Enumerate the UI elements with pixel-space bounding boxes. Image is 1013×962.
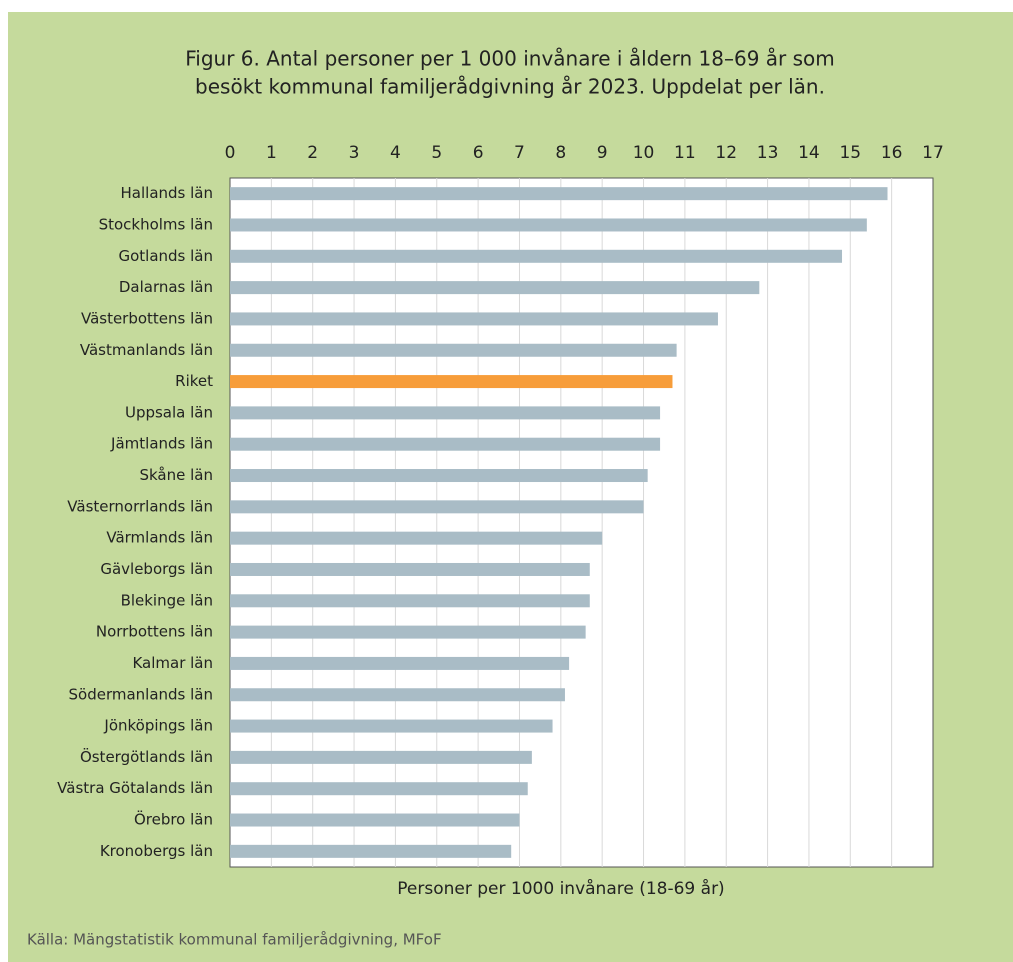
y-tick-label: Norrbottens län [96, 623, 213, 641]
bar [230, 594, 590, 608]
x-tick-label: 15 [839, 143, 861, 163]
bar [230, 469, 648, 483]
bar [230, 844, 512, 858]
x-tick-label: 8 [555, 143, 566, 163]
y-tick-label: Jönköpings län [103, 717, 213, 735]
y-tick-label: Västerbottens län [81, 309, 213, 327]
x-tick-label: 6 [473, 143, 484, 163]
y-tick-label: Stockholms län [99, 215, 213, 233]
chart-title: Figur 6. Antal personer per 1 000 invåna… [185, 47, 835, 71]
x-tick-label: 16 [881, 143, 903, 163]
y-tick-label: Värmlands län [106, 529, 213, 547]
bar [230, 437, 661, 451]
y-tick-label: Södermanlands län [69, 685, 214, 703]
bar [230, 562, 590, 576]
bar [230, 281, 760, 295]
x-tick-label: 10 [633, 143, 655, 163]
bar [230, 656, 570, 670]
y-tick-label: Gotlands län [118, 247, 213, 265]
x-tick-label: 4 [390, 143, 401, 163]
x-tick-label: 14 [798, 143, 820, 163]
y-tick-label: Kalmar län [132, 654, 213, 672]
y-tick-label: Västra Götalands län [57, 779, 213, 797]
x-tick-label: 2 [307, 143, 318, 163]
bar [230, 531, 603, 545]
y-tick-label: Kronobergs län [100, 842, 213, 860]
bar [230, 625, 586, 639]
x-tick-label: 1 [266, 143, 277, 163]
y-tick-label: Riket [175, 372, 213, 390]
x-tick-label: 0 [225, 143, 236, 163]
source: Källa: Mängstatistik kommunal familjeråd… [27, 931, 442, 949]
x-tick-label: 7 [514, 143, 525, 163]
x-tick-label: 13 [757, 143, 779, 163]
bar [230, 782, 528, 796]
y-tick-label: Skåne län [139, 466, 213, 484]
bar [230, 312, 718, 326]
y-tick-label: Östergötlands län [80, 747, 213, 766]
chart-title: besökt kommunal familjerådgivning år 202… [195, 75, 825, 99]
bar [230, 688, 565, 702]
bar [230, 343, 677, 357]
y-tick-label: Hallands län [121, 184, 213, 202]
x-tick-label: 11 [674, 143, 696, 163]
x-tick-label: 3 [349, 143, 360, 163]
bar [230, 187, 888, 201]
x-tick-label: 9 [597, 143, 608, 163]
y-tick-label: Gävleborgs län [100, 560, 213, 578]
y-tick-label: Örebro län [134, 810, 213, 829]
y-tick-label: Uppsala län [125, 403, 213, 421]
bar [230, 218, 867, 232]
x-tick-label: 12 [715, 143, 737, 163]
bar [230, 719, 553, 733]
bar [230, 813, 520, 827]
y-tick-label: Västernorrlands län [67, 497, 213, 515]
y-tick-label: Västmanlands län [80, 341, 213, 359]
bar [230, 500, 644, 514]
bar [230, 750, 532, 764]
x-tick-label: 17 [922, 143, 944, 163]
x-tick-label: 5 [431, 143, 442, 163]
bar [230, 375, 673, 389]
x-axis-label: Personer per 1000 invånare (18-69 år) [397, 878, 724, 899]
y-tick-label: Dalarnas län [119, 278, 213, 296]
y-tick-label: Blekinge län [121, 591, 213, 609]
bar [230, 406, 661, 420]
bar [230, 249, 843, 263]
y-tick-label: Jämtlands län [110, 435, 213, 453]
